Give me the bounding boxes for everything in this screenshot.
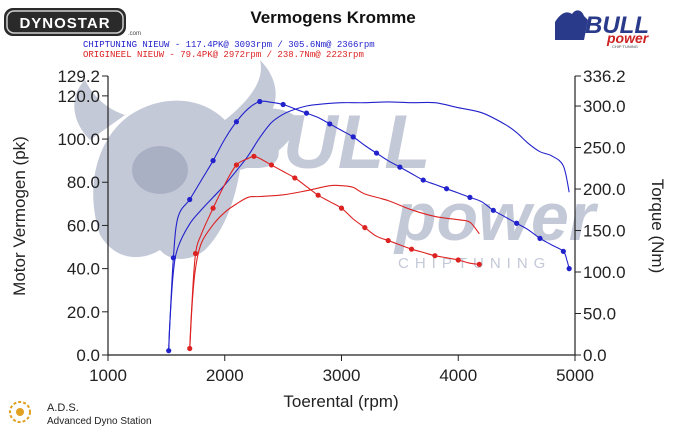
y2-tick-label: 336.2 [583,67,626,86]
data-point-chiptuning-nieuw-vermogen [490,207,496,213]
y-tick-label: 80.0 [67,173,100,192]
series-line-origineel-nieuw-torque [189,184,480,351]
data-point-chiptuning-nieuw-vermogen [233,119,240,125]
y2-tick-label: 100.0 [583,263,626,282]
ads-short: A.D.S. [47,402,79,414]
y2-tick-label: 250.0 [583,139,626,158]
data-point-origineel-nieuw-vermogen [432,253,438,259]
y-axis-label: Motor Vermogen (pk) [10,136,29,296]
x-tick-label: 5000 [556,366,594,385]
data-point-chiptuning-nieuw-vermogen [303,110,310,116]
data-point-chiptuning-nieuw-vermogen [210,158,216,164]
y2-tick-label: 50.0 [583,305,616,324]
watermark-main: BULL [228,100,431,185]
legend-stock: ORIGINEEL NIEUW - 79.4PK@ 2972rpm / 238.… [83,50,364,60]
y-tick-label: 0.0 [76,346,100,365]
dynostar-logo-text: DYNOSTAR [19,15,110,32]
dynostar-domain: .com [128,31,141,37]
data-point-origineel-nieuw-vermogen [455,257,461,263]
y2-axis-label: Torque (Nm) [648,179,667,273]
bull-power-logo: BULL power CHIP TUNING [555,10,650,49]
data-point-chiptuning-nieuw-vermogen [467,194,473,200]
legend-tuned: CHIPTUNING NIEUW - 117.4PK@ 3093rpm / 30… [83,40,375,50]
ticks-x: 1000 2000 3000 4000 5000 [89,355,594,385]
ads-logo: A.D.S. Advanced Dyno Station [9,401,152,427]
data-point-chiptuning-nieuw-vermogen [537,235,543,241]
y-tick-label: 100.0 [57,130,100,149]
bull-logo-tag: CHIP TUNING [612,44,638,49]
data-point-chiptuning-nieuw-vermogen [350,134,356,140]
y-tick-label: 129.2 [57,67,100,86]
data-point-origineel-nieuw-vermogen [315,192,321,198]
data-point-chiptuning-nieuw-vermogen [397,164,403,170]
data-point-chiptuning-nieuw-vermogen [420,177,426,183]
y2-tick-label: 300.0 [583,97,626,116]
data-point-origineel-nieuw-vermogen [338,205,345,211]
y2-tick-label: 0.0 [583,346,607,365]
data-point-chiptuning-nieuw-vermogen [187,196,193,203]
data-point-chiptuning-nieuw-vermogen [280,101,286,108]
y2-tick-label: 150.0 [583,222,626,241]
watermark-bull-icon [74,60,300,259]
ads-logo-icon [9,401,31,423]
y-tick-label: 20.0 [67,303,100,322]
data-point-origineel-nieuw-vermogen [385,237,391,244]
x-axis-label: Toerental (rpm) [283,392,398,411]
series-line-chiptuning-nieuw-torque [168,101,570,351]
watermark-sub: power [393,179,599,255]
data-point-chiptuning-nieuw-vermogen [566,266,572,272]
data-point-chiptuning-nieuw-vermogen [327,121,333,127]
bull-logo-icon [555,10,588,40]
data-point-origineel-nieuw-vermogen [251,153,257,159]
data-point-origineel-nieuw-vermogen [292,175,298,181]
x-tick-label: 3000 [323,366,361,385]
data-point-chiptuning-nieuw-vermogen [514,220,520,226]
x-tick-label: 2000 [206,366,244,385]
x-tick-label: 1000 [89,366,127,385]
data-point-chiptuning-nieuw-vermogen [257,98,263,105]
ticks-right: 0.0 50.0 100.0 150.0 200.0 250.0 300.0 336.2 [575,67,626,365]
bull-logo-sub: power [606,30,650,46]
series-line-chiptuning-nieuw-vermogen [168,100,570,351]
series-layer [166,98,572,354]
x-tick-label: 4000 [439,366,477,385]
data-point-chiptuning-nieuw-vermogen [560,248,566,254]
data-point-origineel-nieuw-vermogen [476,261,482,267]
data-point-origineel-nieuw-vermogen [210,205,216,211]
data-point-origineel-nieuw-vermogen [408,246,415,252]
ads-full: Advanced Dyno Station [47,416,152,427]
y-tick-label: 40.0 [67,260,100,279]
data-point-origineel-nieuw-vermogen [362,224,368,231]
data-point-chiptuning-nieuw-vermogen [443,186,450,192]
bull-logo-main: BULL [585,12,649,39]
data-point-origineel-nieuw-vermogen [233,162,240,168]
y-tick-label: 120.0 [57,87,100,106]
watermark-bull-power: BULL power CHIPTUNING [74,60,599,272]
y-tick-label: 60.0 [67,216,100,235]
chart-title: Vermogens Kromme [250,8,415,27]
dynostar-logo: DYNOSTAR .com [4,8,141,37]
data-point-origineel-nieuw-vermogen [268,162,275,168]
y2-tick-label: 200.0 [583,180,626,199]
data-point-origineel-nieuw-vermogen [192,250,199,257]
data-point-chiptuning-nieuw-vermogen [373,150,380,156]
